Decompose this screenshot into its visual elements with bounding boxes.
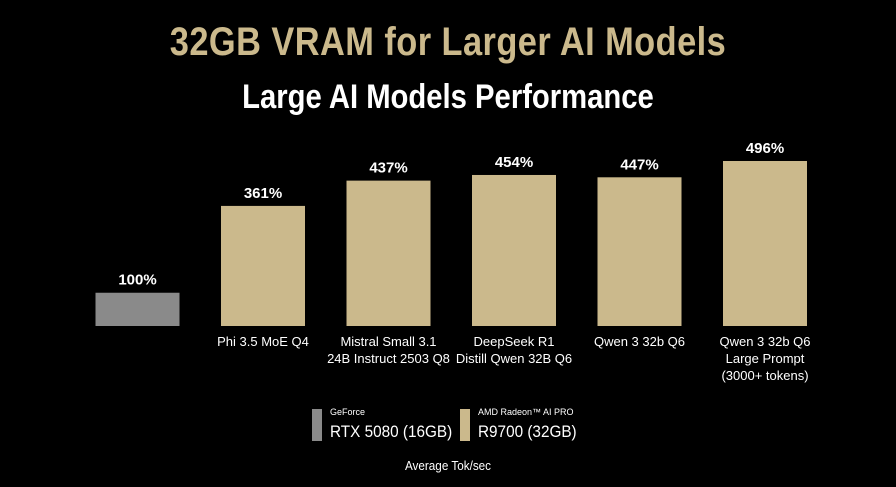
bar-value-label-0: 100% — [118, 272, 156, 289]
legend-swatch-r9700 — [460, 409, 470, 441]
legend-swatch-rtx5080 — [312, 409, 322, 441]
page-subtitle: Large AI Models Performance — [242, 78, 654, 116]
legend-brand-rtx5080: GeForce — [330, 407, 366, 417]
footer-axis-label: Average Tok/sec — [404, 458, 492, 473]
bar-value-label-5: 496% — [746, 140, 784, 157]
bar-4 — [597, 177, 682, 326]
bar-1 — [221, 205, 305, 326]
category-label-4: Qwen 3 32b Q6 — [594, 334, 685, 349]
bar-0 — [95, 292, 180, 326]
bar-2 — [346, 180, 431, 326]
page-title: 32GB VRAM for Larger AI Models — [169, 20, 727, 64]
bar-value-label-2: 437% — [369, 160, 407, 177]
legend-model-r9700: R9700 (32GB) — [478, 422, 577, 441]
category-label-5: Qwen 3 32b Q6 Large Prompt (3000+ tokens) — [719, 334, 810, 383]
category-label-2: Mistral Small 3.1 24B Instruct 2503 Q8 — [327, 334, 450, 366]
category-label-1: Phi 3.5 MoE Q4 — [217, 334, 309, 349]
bar-5 — [723, 161, 807, 326]
bar-value-label-1: 361% — [244, 185, 282, 202]
legend-brand-r9700: AMD Radeon™ AI PRO — [478, 407, 574, 417]
bar-value-label-3: 454% — [495, 154, 533, 171]
bar-3 — [472, 174, 556, 326]
bar-value-label-4: 447% — [620, 156, 658, 173]
category-label-3: DeepSeek R1 Distill Qwen 32B Q6 — [456, 334, 572, 366]
legend-model-rtx5080: RTX 5080 (16GB) — [330, 422, 453, 441]
